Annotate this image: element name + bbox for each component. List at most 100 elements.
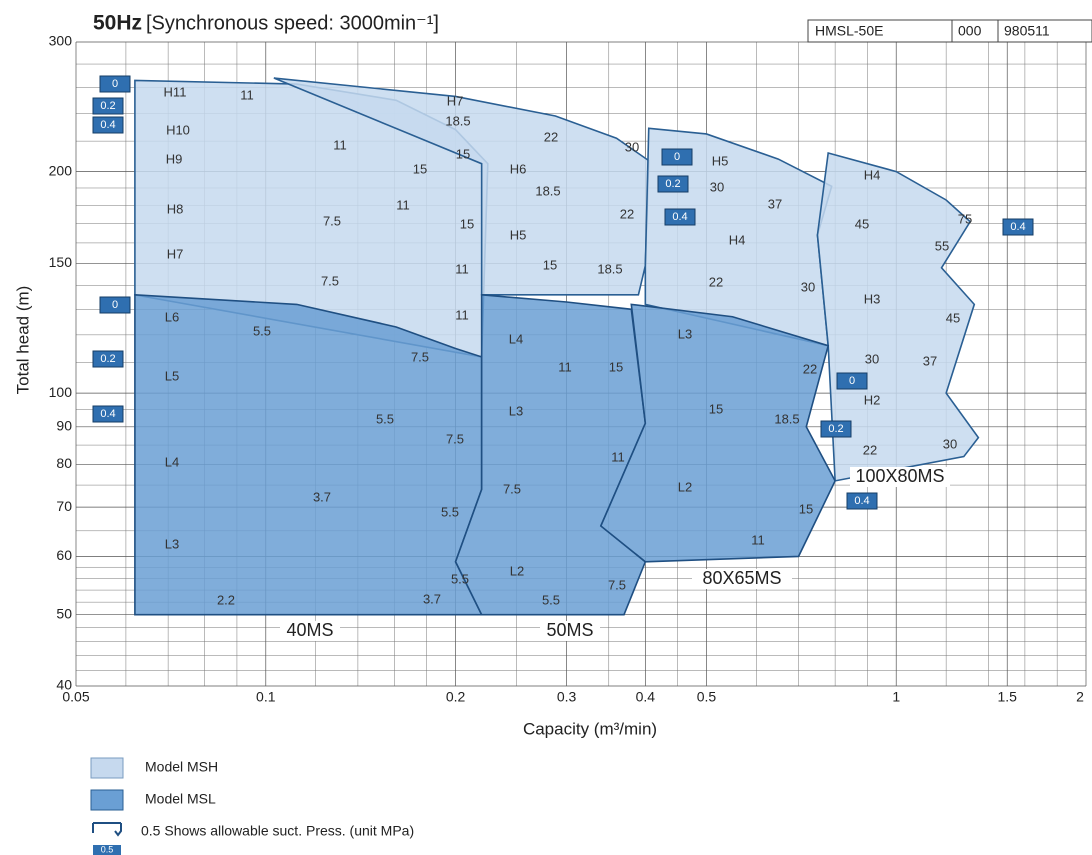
pressure-tag-text: 0.2 [100, 100, 115, 112]
x-tick-label: 1 [892, 689, 900, 705]
region-label: 18.5 [535, 183, 560, 198]
region-label: 18.5 [597, 261, 622, 276]
region-label: 15 [456, 146, 470, 161]
y-tick-label: 70 [56, 498, 72, 514]
pressure-tag [92, 405, 124, 423]
y-tick-label: 80 [56, 455, 72, 471]
region-label: 15 [460, 216, 474, 231]
region-label: 15 [609, 359, 623, 374]
legend-tag-text: 0.5 [101, 844, 114, 854]
pressure-tag-text: 0.2 [828, 423, 843, 435]
pressure-tag-text: 0.4 [100, 408, 115, 420]
x-tick-label: 1.5 [997, 689, 1017, 705]
region-label: L4 [165, 454, 179, 469]
pressure-tag [664, 208, 696, 226]
region-label: 15 [413, 161, 427, 176]
region-label: 7.5 [503, 481, 521, 496]
frame-label-bg [280, 621, 340, 641]
region-label: H2 [864, 392, 881, 407]
legend-label: Model MSL [145, 791, 216, 807]
doc-code: 000 [958, 23, 982, 39]
pressure-tag-text: 0.4 [100, 119, 115, 131]
region-label: 11 [751, 532, 765, 547]
pressure-tag-text: 0 [674, 151, 680, 163]
x-axis-label: Capacity (m³/min) [523, 719, 657, 738]
operating-region [599, 303, 837, 563]
region-label: 55 [935, 238, 949, 253]
region-label: H5 [510, 227, 527, 242]
y-axis-label: Total head (m) [13, 286, 32, 395]
region-label: L3 [165, 536, 179, 551]
region-label: H5 [712, 153, 729, 168]
region-label: 30 [710, 179, 724, 194]
legend-arrow-icon [92, 822, 122, 837]
x-tick-label: 0.3 [557, 689, 577, 705]
chart-title: 50Hz [93, 12, 142, 35]
region-label: 11 [455, 307, 469, 322]
pressure-tag [820, 420, 852, 438]
pressure-tag [99, 75, 131, 93]
y-tick-label: 50 [56, 605, 72, 621]
y-tick-label: 200 [49, 162, 73, 178]
pressure-tag [846, 492, 878, 510]
x-tick-label: 2 [1076, 689, 1084, 705]
legend-swatch [90, 757, 124, 779]
region-label: 30 [943, 436, 957, 451]
pressure-tag [836, 372, 868, 390]
x-tick-label: 0.4 [636, 689, 656, 705]
pressure-tag [99, 296, 131, 314]
region-label: 22 [709, 274, 723, 289]
y-tick-label: 300 [49, 33, 73, 49]
region-label: 11 [396, 197, 410, 212]
y-tick-label: 40 [56, 677, 72, 693]
doc-code: HMSL-50E [815, 23, 883, 39]
region-label: 75 [958, 211, 972, 226]
pressure-tag [657, 175, 689, 193]
x-tick-label: 0.2 [446, 689, 466, 705]
region-label: 7.5 [323, 213, 341, 228]
region-label: 5.5 [253, 323, 271, 338]
frame-label: 80X65MS [702, 568, 781, 588]
y-tick-label: 150 [49, 254, 73, 270]
pressure-tag [661, 148, 693, 166]
operating-region [134, 294, 483, 616]
region-label: 22 [620, 206, 634, 221]
x-tick-label: 0.05 [62, 689, 89, 705]
region-label: L5 [165, 368, 179, 383]
region-label: 3.7 [313, 489, 331, 504]
pressure-tag-text: 0 [112, 299, 118, 311]
region-label: L2 [510, 563, 524, 578]
chart-subtitle: [Synchronous speed: 3000min⁻¹] [146, 12, 439, 34]
x-tick-label: 0.1 [256, 689, 276, 705]
region-label: 15 [709, 401, 723, 416]
region-label: 15 [543, 257, 557, 272]
doc-box [807, 19, 1092, 43]
region-label: 7.5 [321, 273, 339, 288]
pressure-tag-text: 0.4 [672, 211, 687, 223]
region-label: 37 [768, 196, 782, 211]
region-label: H6 [510, 161, 527, 176]
region-label: 18.5 [445, 113, 470, 128]
frame-label: 100X80MS [855, 466, 944, 486]
region-label: H3 [864, 291, 881, 306]
region-label: H11 [164, 84, 187, 99]
region-label: 22 [863, 442, 877, 457]
plot-area: 0.05 0.1 0.2 0.3 0.4 0.5 1 1.5 2 40 50 60 70 80 90 100 1… [49, 33, 1087, 705]
pressure-tag [1002, 218, 1034, 236]
region-label: 11 [333, 137, 347, 152]
region-label: 5.5 [451, 571, 469, 586]
legend-swatch [90, 789, 124, 811]
region-label: H10 [166, 122, 190, 137]
legend-label: Model MSH [145, 759, 218, 775]
pressure-tag-text: 0.2 [100, 353, 115, 365]
pressure-tag [92, 97, 124, 115]
x-tick-label: 0.5 [697, 689, 717, 705]
region-label: 11 [611, 449, 625, 464]
region-label: 30 [801, 279, 815, 294]
y-tick-label: 100 [49, 384, 73, 400]
region-label: L4 [509, 331, 523, 346]
region-label: L2 [678, 479, 692, 494]
region-label: 30 [625, 139, 639, 154]
region-label: L3 [678, 326, 692, 341]
